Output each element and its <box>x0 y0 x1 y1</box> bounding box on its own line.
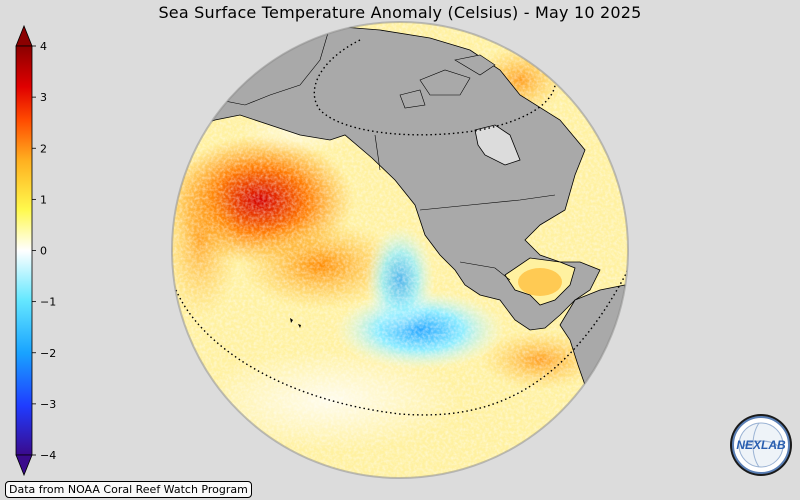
equator <box>175 269 628 416</box>
arctic-islands <box>399 54 496 109</box>
nexlab-logo: NEXLAB <box>730 414 792 476</box>
colorbar-tick-label: 0 <box>40 245 47 258</box>
colorbar-tick-label: −4 <box>40 449 56 462</box>
alaska-border <box>374 134 381 171</box>
colorbar-tick-label: −1 <box>40 296 56 309</box>
colorbar-bottom-arrow <box>15 454 33 477</box>
logo-text: NEXLAB <box>736 438 786 452</box>
colorbar-tick-label: 2 <box>40 142 47 155</box>
arctic-circle <box>313 39 557 136</box>
data-credit: Data from NOAA Coral Reef Watch Program <box>5 481 252 498</box>
colorbar-tick-label: −2 <box>40 347 56 360</box>
hawaii <box>290 318 301 328</box>
colorbar-tick-label: −3 <box>40 398 56 411</box>
north-america-land <box>198 25 601 331</box>
map-title: Sea Surface Temperature Anomaly (Celsius… <box>158 3 642 22</box>
colorbar: 4 3 2 1 0 −1 −2 −3 −4 <box>15 24 56 477</box>
colorbar-tick-label: 4 <box>40 40 47 53</box>
us-canada-border <box>419 194 556 211</box>
mexico-border <box>459 261 511 281</box>
hudson-bay <box>474 124 521 166</box>
colorbar-tick-label: 3 <box>40 91 47 104</box>
colorbar-tick-label: 1 <box>40 193 47 206</box>
